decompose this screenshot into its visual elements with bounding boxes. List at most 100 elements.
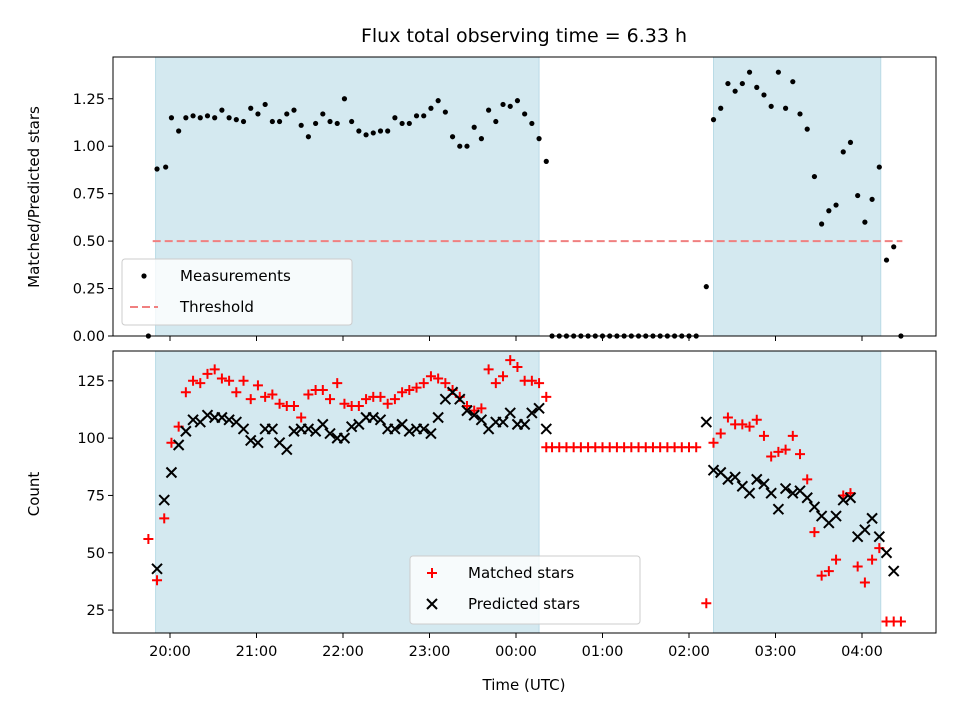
- legend-label: Threshold: [179, 298, 254, 316]
- predicted-star-point: [432, 411, 444, 424]
- measurement-point: [413, 113, 420, 119]
- predicted-star-point: [772, 503, 785, 515]
- predicted-star-point: [743, 487, 756, 499]
- x-tick-label: 20:00: [149, 644, 191, 660]
- matched-star-point: [867, 554, 878, 565]
- predicted-star-point: [859, 524, 871, 536]
- y-tick-label: 25: [87, 603, 105, 619]
- measurement-point: [869, 196, 875, 202]
- measurement-point: [219, 107, 225, 113]
- predicted-star-point: [787, 487, 799, 499]
- matched-star-point: [188, 375, 199, 386]
- x-tick-label: 00:00: [495, 644, 537, 660]
- axes-frame: [112, 56, 937, 337]
- matched-star-point: [209, 364, 220, 375]
- predicted-star-point: [504, 407, 516, 419]
- measurement-point: [478, 136, 484, 142]
- matched-star-point: [274, 398, 285, 409]
- x-tick-label: 23:00: [409, 644, 451, 660]
- predicted-star-point: [801, 492, 813, 504]
- y-tick-label: 50: [87, 546, 105, 562]
- predicted-star-point: [707, 464, 720, 476]
- measurement-point: [176, 128, 182, 134]
- measurement-point: [529, 120, 535, 127]
- predicted-star-point: [475, 414, 488, 426]
- predicted-star-point: [172, 439, 185, 451]
- measurement-point: [341, 96, 348, 102]
- matched-star-point: [325, 394, 336, 405]
- matched-star-point: [701, 598, 712, 609]
- measurement-point: [284, 111, 290, 117]
- measurement-point: [819, 221, 825, 227]
- legend-label: Predicted stars: [468, 595, 580, 613]
- measurement-point: [804, 126, 810, 132]
- matched-star-point: [260, 391, 271, 402]
- matched-star-point: [143, 534, 154, 544]
- predicted-star-point: [281, 443, 293, 456]
- measurement-point: [313, 120, 319, 127]
- legend-label: Matched stars: [468, 564, 574, 582]
- matched-star-point: [375, 391, 386, 402]
- matched-star-point: [859, 577, 870, 588]
- measurement-point: [363, 132, 369, 138]
- predicted-star-point: [252, 436, 264, 449]
- legend-x-marker: [426, 598, 438, 610]
- measurement-point: [710, 117, 717, 123]
- matched-star-point: [353, 401, 364, 412]
- predicted-star-point: [461, 404, 473, 417]
- predicted-star-point: [526, 407, 538, 419]
- predicted-star-point: [765, 487, 777, 499]
- predicted-star-point: [374, 414, 387, 426]
- matched-star-point: [238, 375, 249, 386]
- matched-star-point: [831, 554, 842, 565]
- series-measurements: [145, 69, 904, 339]
- predicted-star-point: [317, 418, 329, 431]
- measurement-point: [327, 118, 333, 125]
- predicted-star-point: [518, 418, 531, 431]
- y-tick-label: 75: [87, 488, 105, 504]
- predicted-star-point: [540, 423, 552, 435]
- measurement-point: [500, 101, 506, 108]
- predicted-star-point: [866, 512, 878, 525]
- predicted-star-point: [722, 473, 734, 486]
- measurement-point: [486, 107, 492, 113]
- matched-star-point: [382, 398, 393, 409]
- x-tick-label: 04:00: [841, 644, 883, 660]
- measurement-point: [862, 219, 868, 225]
- x-axis-label: Time (UTC): [482, 676, 566, 694]
- matched-star-point: [389, 394, 400, 405]
- predicted-star-point: [888, 565, 900, 577]
- matched-star-point: [483, 364, 494, 375]
- matched-star-point: [397, 387, 408, 398]
- measurement-point: [154, 166, 160, 172]
- y-tick-label: 0.75: [73, 187, 105, 203]
- matched-star-point: [332, 378, 343, 389]
- measurement-point: [276, 118, 283, 125]
- predicted-star-point: [223, 414, 235, 426]
- measurement-point: [305, 134, 311, 140]
- y-tick-label: 125: [77, 374, 105, 390]
- measurement-point: [883, 257, 890, 263]
- measurement-point: [790, 79, 796, 85]
- matched-star-point: [722, 412, 733, 423]
- predicted-star-point: [237, 423, 250, 435]
- measurement-point: [811, 173, 818, 180]
- y-tick-label: 100: [77, 431, 105, 447]
- matched-star-point: [780, 444, 791, 455]
- matched-star-point: [224, 375, 235, 386]
- bottom-panel-counts: 25 50 75 100 125 20:00 21:00 22:00 23:00 00:00 01:…: [77, 350, 937, 660]
- matched-star-point: [476, 403, 487, 414]
- matched-star-point: [202, 368, 213, 379]
- predicted-star-point: [216, 411, 228, 424]
- predicted-star-point: [158, 494, 170, 506]
- predicted-star-point: [425, 427, 437, 440]
- measurement-point: [493, 118, 499, 125]
- measurement-point: [356, 128, 362, 134]
- measurement-point: [725, 80, 731, 87]
- matched-star-point: [440, 378, 451, 389]
- matched-star-point: [303, 389, 314, 400]
- matched-star-point: [505, 355, 516, 366]
- measurement-point: [891, 244, 897, 250]
- matched-star-point: [895, 616, 906, 627]
- measurement-point: [204, 113, 211, 119]
